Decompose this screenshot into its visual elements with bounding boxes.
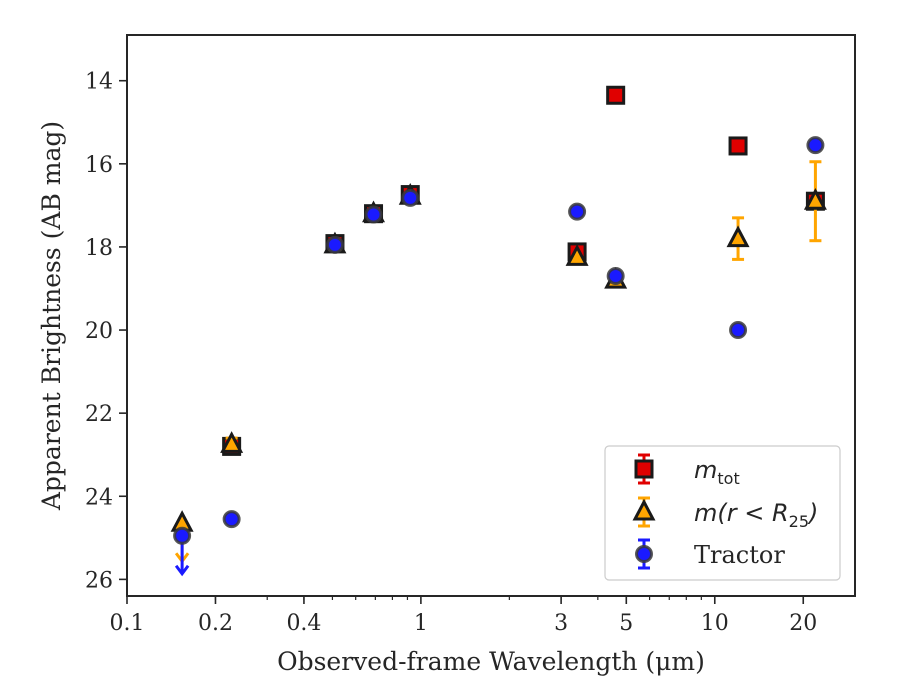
data-point-tractor (729, 321, 748, 340)
data-point-m-tot (606, 85, 626, 105)
legend-label-tractor: Tractor (694, 541, 785, 569)
legend-label-tail: ) (807, 499, 818, 527)
x-tick-label: 10 (701, 611, 729, 636)
data-point-tractor (606, 267, 625, 286)
legend-label-m-tot: mtot (694, 456, 740, 488)
y-axis-title: Apparent Brightness (AB mag) (37, 121, 66, 511)
y-tick-label: 18 (85, 236, 113, 261)
y-tick-label: 20 (85, 319, 113, 344)
data-point-tractor (364, 205, 383, 224)
y-tick-label: 16 (85, 153, 113, 178)
data-point-tractor (568, 202, 587, 221)
y-tick-label: 14 (85, 70, 113, 95)
y-tick-label: 26 (85, 568, 113, 593)
legend-label-m-r-r25: m(r < R25) (694, 499, 818, 531)
data-point-m-r-r25 (726, 225, 750, 248)
data-point-tractor (173, 526, 192, 545)
x-tick-label: 0.4 (286, 611, 321, 636)
x-tick-label: 20 (789, 611, 817, 636)
data-point-tractor (401, 188, 420, 207)
x-axis-title: Observed-frame Wavelength (μm) (277, 647, 705, 676)
y-tick-label: 22 (85, 402, 113, 427)
legend-marker-m-r-r25 (632, 498, 656, 521)
legend-label-main: m (694, 456, 717, 484)
x-tick-label: 1 (414, 611, 428, 636)
legend-marker-m-tot (634, 459, 654, 479)
legend-label-main: m(r < R (694, 499, 789, 527)
legend: mtot m(r < R25) Tractor (604, 445, 841, 581)
x-tick-label: 5 (619, 611, 633, 636)
legend-marker-tractor (635, 545, 653, 563)
data-point-m-tot (728, 136, 748, 156)
plot-area (170, 85, 827, 577)
data-point-tractor (325, 235, 344, 254)
plot-frame (126, 34, 856, 597)
legend-label-main: Tractor (694, 541, 785, 569)
x-tick-label: 0.2 (198, 611, 233, 636)
axis-ticks: 0.1 0.2 0.4 1 3 5 10 20 14 16 18 20 22 24 26 (85, 70, 817, 636)
data-point-m-r-r25 (565, 244, 589, 266)
legend-box (604, 445, 841, 581)
data-point-m-r-r25 (803, 188, 827, 210)
data-point-tractor (806, 136, 825, 155)
data-point-m-r-r25 (220, 431, 244, 453)
legend-label-subscript: tot (717, 469, 739, 488)
x-tick-label: 0.1 (110, 611, 145, 636)
legend-label-subscript: 25 (789, 512, 809, 531)
y-tick-label: 24 (85, 485, 113, 510)
x-tick-label: 3 (554, 611, 568, 636)
upper-limit-arrowhead (174, 564, 190, 577)
data-point-tractor (222, 510, 241, 529)
series-tractor (173, 136, 825, 577)
